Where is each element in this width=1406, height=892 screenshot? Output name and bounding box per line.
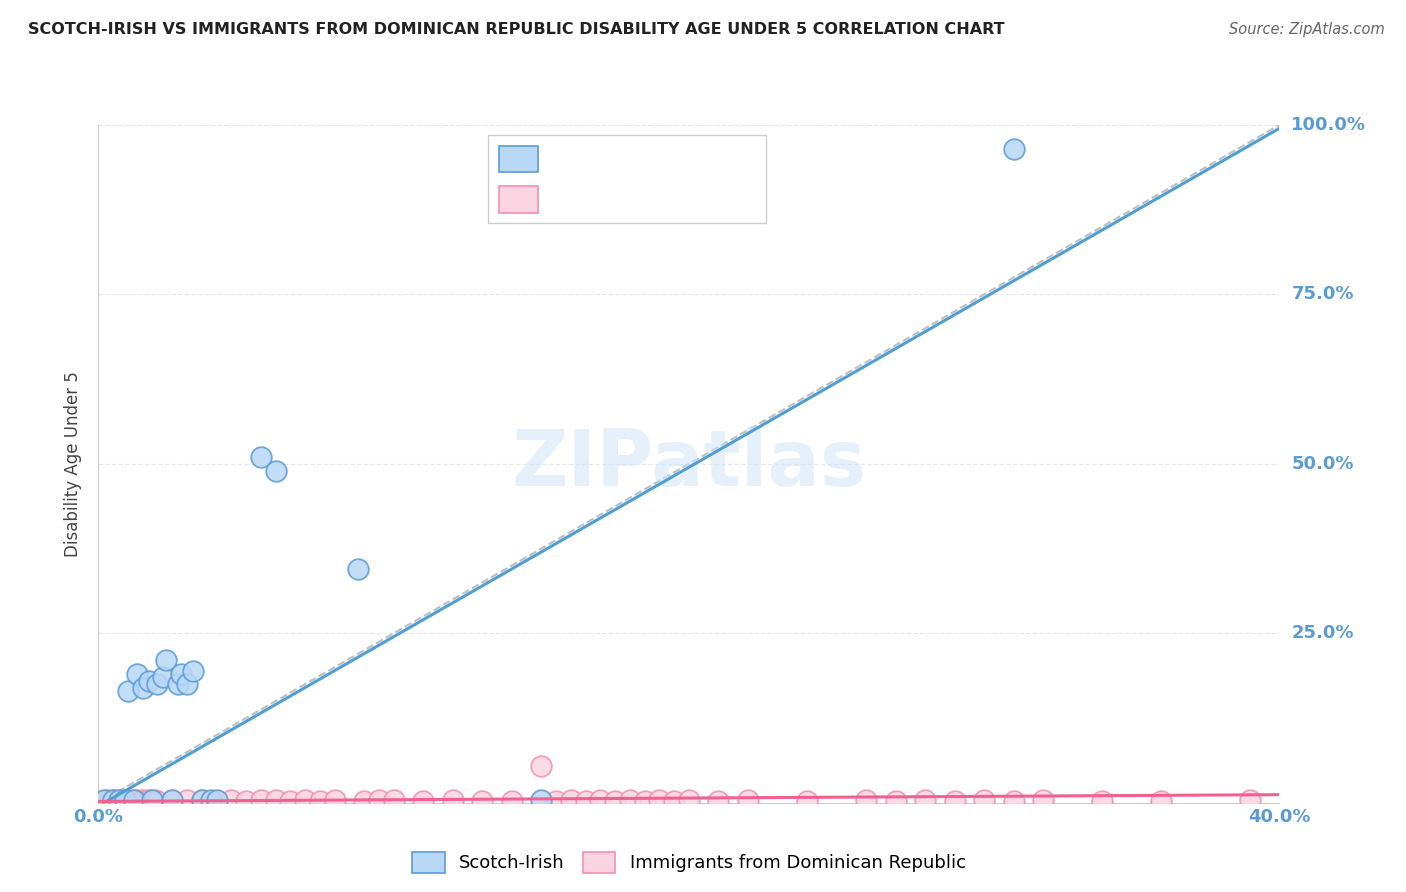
Point: [574, 794, 596, 808]
Point: [619, 793, 641, 807]
Point: [141, 794, 163, 808]
Point: [678, 793, 700, 807]
Point: [122, 794, 145, 808]
Point: [141, 793, 163, 807]
Point: [170, 667, 193, 681]
Point: [294, 793, 316, 807]
Point: [111, 794, 134, 808]
Point: [125, 793, 148, 807]
Point: [155, 653, 177, 667]
Point: [501, 794, 523, 808]
Point: [235, 794, 257, 808]
Text: 25.0%: 25.0%: [1291, 624, 1354, 642]
Point: [250, 450, 273, 464]
Point: [90, 794, 112, 808]
Point: [108, 793, 131, 807]
Y-axis label: Disability Age Under 5: Disability Age Under 5: [65, 371, 83, 557]
Text: Source: ZipAtlas.com: Source: ZipAtlas.com: [1229, 22, 1385, 37]
Point: [664, 794, 686, 808]
Point: [605, 794, 627, 808]
Point: [1150, 794, 1173, 808]
Point: [544, 794, 567, 808]
Point: [143, 793, 166, 807]
Point: [707, 794, 730, 808]
Point: [162, 793, 183, 807]
Point: [353, 794, 375, 808]
Point: [205, 794, 228, 808]
Point: [441, 793, 464, 807]
Point: [93, 793, 115, 807]
Legend: Scotch-Irish, Immigrants from Dominican Republic: Scotch-Irish, Immigrants from Dominican …: [404, 843, 974, 882]
Point: [132, 793, 155, 807]
Point: [96, 793, 118, 807]
Point: [382, 793, 405, 807]
Point: [191, 793, 214, 807]
Text: 100.0%: 100.0%: [1291, 116, 1367, 134]
Point: [796, 794, 818, 808]
Point: [146, 677, 169, 691]
Point: [884, 794, 907, 808]
Point: [117, 684, 139, 698]
Point: [125, 667, 148, 681]
Point: [250, 793, 273, 807]
Point: [633, 794, 655, 808]
Point: [93, 794, 115, 808]
Point: [132, 681, 155, 695]
Point: [138, 793, 160, 807]
Point: [855, 793, 877, 807]
Point: [589, 793, 612, 807]
Point: [914, 793, 936, 807]
Point: [205, 793, 228, 807]
Point: [943, 794, 966, 808]
Point: [200, 793, 222, 807]
Point: [114, 793, 136, 807]
Point: [347, 562, 370, 576]
Point: [1002, 794, 1025, 808]
Point: [176, 793, 198, 807]
Point: [120, 793, 142, 807]
Point: [737, 793, 759, 807]
Point: [114, 793, 136, 807]
Text: ZIPatlas: ZIPatlas: [512, 425, 866, 502]
Point: [530, 793, 553, 807]
Point: [176, 677, 198, 691]
Point: [264, 464, 287, 478]
Point: [530, 758, 553, 772]
Point: [560, 793, 582, 807]
Point: [323, 793, 346, 807]
Point: [309, 794, 332, 808]
Point: [368, 793, 391, 807]
Point: [219, 793, 242, 807]
Point: [181, 664, 204, 678]
Point: [128, 794, 150, 808]
Point: [146, 794, 169, 808]
Point: [105, 794, 128, 808]
Point: [1002, 142, 1025, 156]
Point: [108, 793, 131, 807]
Point: [191, 793, 214, 807]
Point: [152, 670, 174, 684]
Point: [1091, 794, 1114, 808]
Point: [648, 793, 671, 807]
Point: [122, 793, 145, 807]
Text: 50.0%: 50.0%: [1291, 455, 1354, 473]
Point: [1032, 793, 1054, 807]
Text: 75.0%: 75.0%: [1291, 285, 1354, 303]
Point: [103, 793, 125, 807]
Point: [167, 677, 190, 691]
Point: [135, 794, 157, 808]
Point: [98, 794, 121, 808]
Point: [117, 794, 139, 808]
Point: [103, 793, 125, 807]
Text: SCOTCH-IRISH VS IMMIGRANTS FROM DOMINICAN REPUBLIC DISABILITY AGE UNDER 5 CORREL: SCOTCH-IRISH VS IMMIGRANTS FROM DOMINICA…: [28, 22, 1005, 37]
Point: [278, 794, 302, 808]
Point: [1239, 793, 1261, 807]
Point: [138, 673, 160, 688]
Point: [162, 793, 183, 807]
Point: [973, 793, 995, 807]
Point: [264, 793, 287, 807]
Point: [412, 794, 434, 808]
Point: [471, 794, 494, 808]
